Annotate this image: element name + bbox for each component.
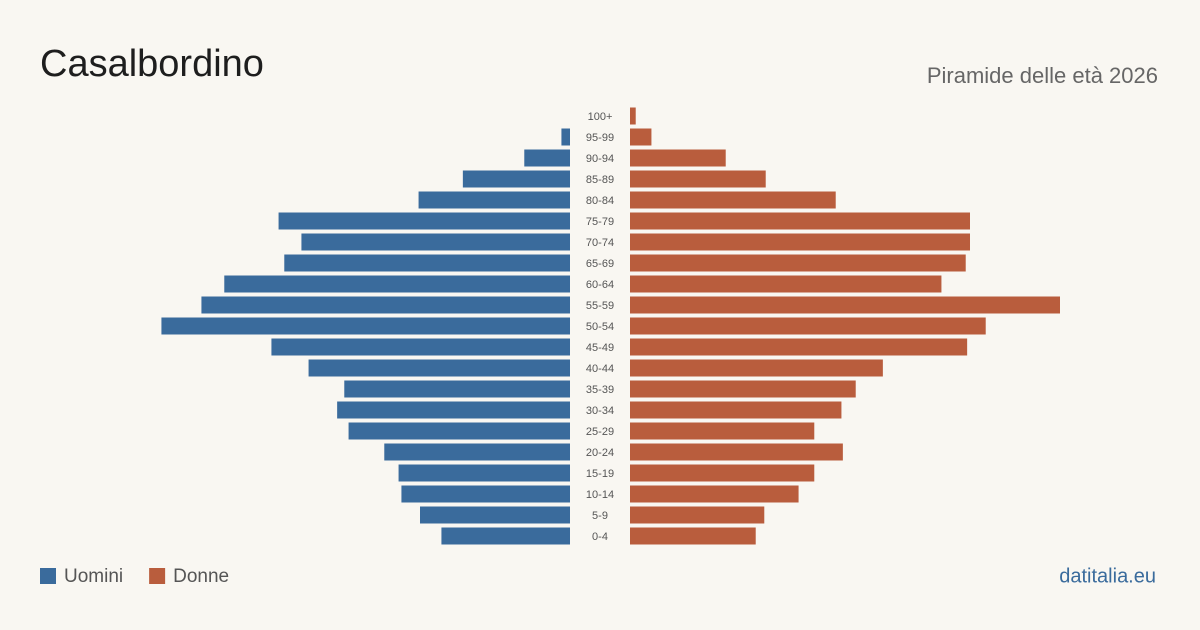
age-label: 70-74 xyxy=(586,237,614,249)
chart-title: Casalbordino xyxy=(40,43,264,85)
age-label: 40-44 xyxy=(586,363,614,375)
bar xyxy=(561,128,570,146)
legend-swatch xyxy=(149,568,166,584)
bar xyxy=(271,338,570,356)
bar xyxy=(398,464,570,482)
bar xyxy=(630,107,636,125)
bar xyxy=(278,212,570,230)
bar xyxy=(344,380,570,398)
chart-subtitle: Piramide delle età 2026 xyxy=(927,63,1158,88)
bar xyxy=(524,149,570,167)
bar xyxy=(630,338,968,356)
bar xyxy=(630,464,815,482)
age-label: 85-89 xyxy=(586,174,614,186)
age-label: 5-9 xyxy=(592,510,608,522)
bar xyxy=(630,506,765,524)
bar xyxy=(630,401,842,419)
age-label: 95-99 xyxy=(586,132,614,144)
bar xyxy=(201,296,570,314)
age-label: 15-19 xyxy=(586,468,614,480)
age-label: 75-79 xyxy=(586,216,614,228)
bar xyxy=(161,317,570,335)
bar xyxy=(630,254,966,272)
legend-swatch xyxy=(40,568,56,584)
bar xyxy=(420,506,570,524)
age-label: 25-29 xyxy=(586,426,614,438)
bar xyxy=(630,359,883,377)
bar xyxy=(630,527,756,545)
bar xyxy=(441,527,570,545)
age-label: 35-39 xyxy=(586,384,614,396)
bar xyxy=(348,422,570,440)
bar xyxy=(224,275,571,293)
bar xyxy=(630,128,652,146)
bar xyxy=(401,485,570,503)
bar xyxy=(630,296,1060,314)
bar xyxy=(630,485,799,503)
age-label: 0-4 xyxy=(592,531,608,543)
bar xyxy=(418,191,570,209)
bar xyxy=(384,443,570,461)
bar xyxy=(630,443,843,461)
age-label: 20-24 xyxy=(586,447,614,459)
bar xyxy=(630,422,815,440)
age-label: 45-49 xyxy=(586,342,614,354)
bar xyxy=(301,233,570,251)
bar xyxy=(630,149,726,167)
age-label: 100+ xyxy=(588,111,613,123)
bar xyxy=(630,170,766,188)
legend-label: Donne xyxy=(173,566,229,587)
legend-label: Uomini xyxy=(64,566,123,587)
bar xyxy=(308,359,570,377)
age-label: 50-54 xyxy=(586,321,614,333)
bar xyxy=(630,317,986,335)
bar xyxy=(284,254,570,272)
age-label: 60-64 xyxy=(586,279,614,291)
bar xyxy=(630,191,836,209)
bar xyxy=(462,170,570,188)
age-label: 10-14 xyxy=(586,489,614,501)
source[interactable]: datitalia.eu xyxy=(1059,565,1156,587)
age-label: 90-94 xyxy=(586,153,614,165)
age-label: 30-34 xyxy=(586,405,614,417)
bar xyxy=(630,212,970,230)
bar xyxy=(630,380,856,398)
bar xyxy=(630,233,970,251)
age-label: 55-59 xyxy=(586,300,614,312)
age-label: 80-84 xyxy=(586,195,614,207)
bar xyxy=(337,401,570,419)
bar xyxy=(630,275,942,293)
age-label: 65-69 xyxy=(586,258,614,270)
